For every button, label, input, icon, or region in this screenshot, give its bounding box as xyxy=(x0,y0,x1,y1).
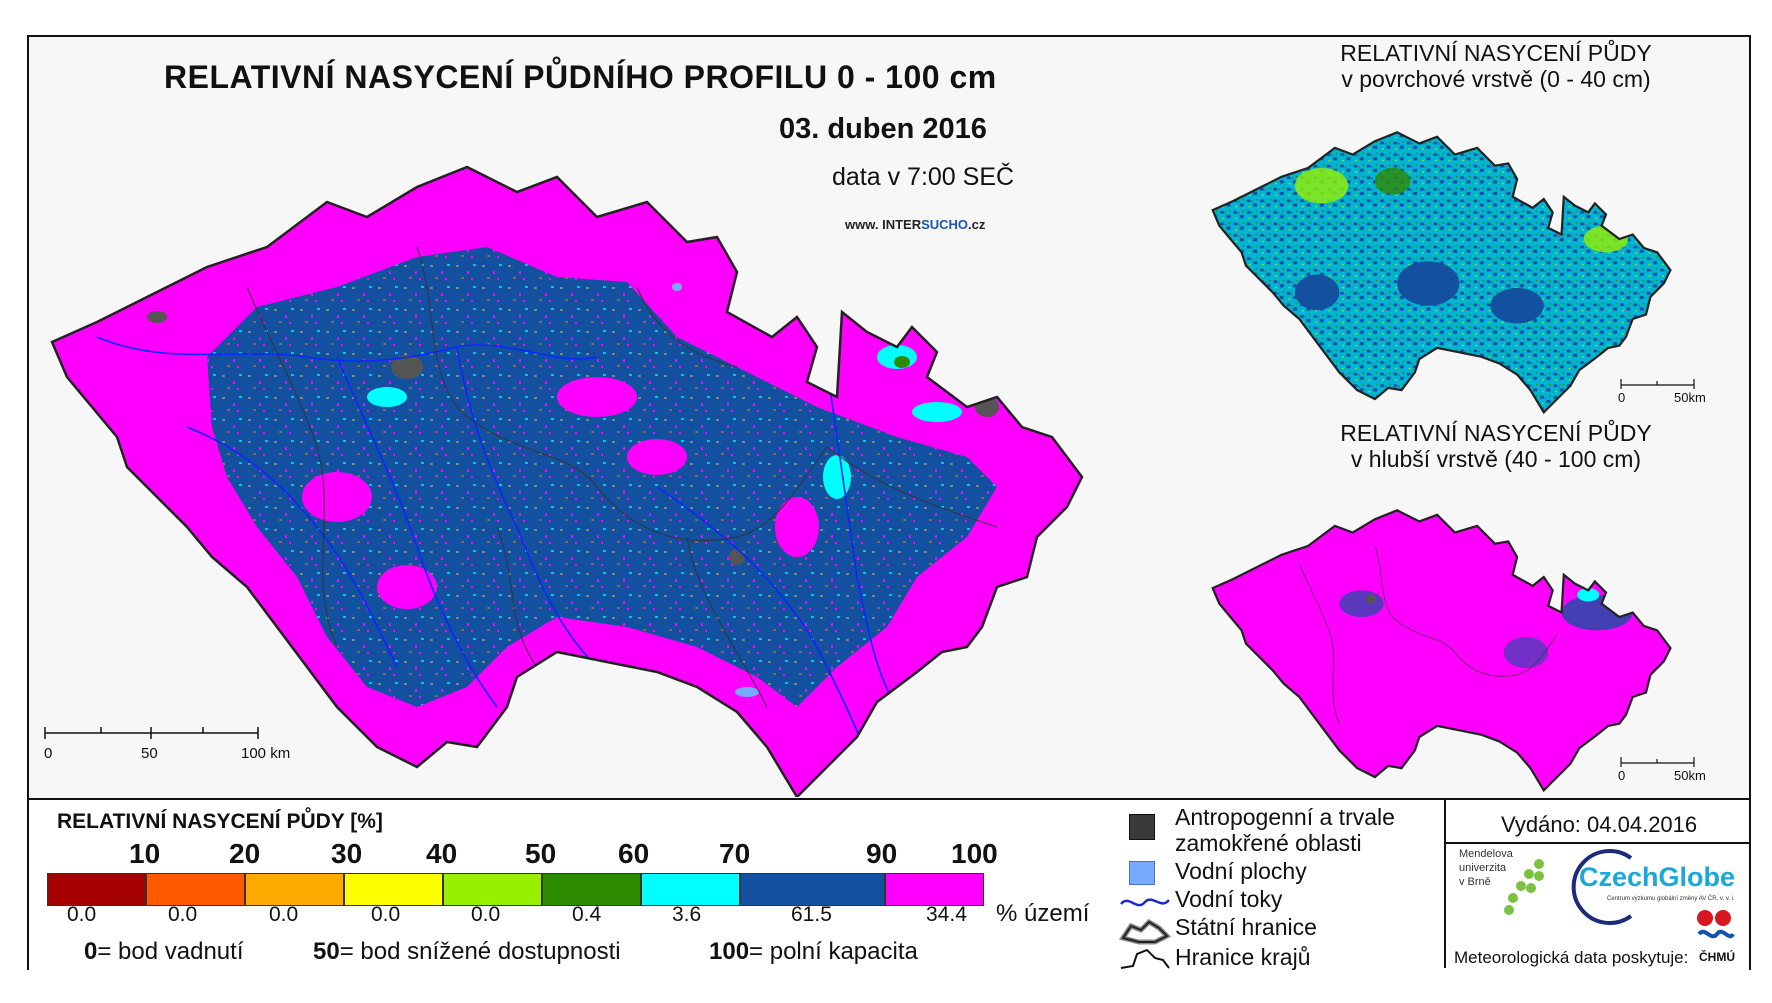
legend-tick: 10 xyxy=(129,838,161,869)
water-body-label: Vodní plochy xyxy=(1175,858,1307,884)
chmu-logo-icon xyxy=(1697,910,1735,939)
main-title: RELATIVNÍ NASYCENÍ PŮDNÍHO PROFILU 0 - 1… xyxy=(164,59,997,95)
state-border-icon xyxy=(1119,918,1171,945)
definition-text: = polní kapacita xyxy=(749,938,918,965)
legend-tick: 60 xyxy=(618,838,650,869)
issued-date: Vydáno: 04.04.2016 xyxy=(1501,812,1698,837)
main-scale-zero: 0 xyxy=(44,745,53,762)
legend-percent: 0.0 xyxy=(168,903,198,926)
data-time: data v 7:00 SEČ xyxy=(832,163,1015,191)
main-scale-end: 100 km xyxy=(241,745,291,762)
legend-swatch xyxy=(443,873,542,906)
mendelu-dots-icon xyxy=(1504,859,1544,915)
legend-tick: 90 xyxy=(866,838,898,869)
definition-value: 100 xyxy=(709,938,750,965)
lower-inset-title: RELATIVNÍ NASYCENÍ PŮDY v hlubší vrstvě … xyxy=(1340,420,1652,473)
upper-inset-surface-layer-map xyxy=(1211,131,1672,415)
definition-text: = bod snížené dostupnosti xyxy=(339,938,621,965)
credits-divider xyxy=(1444,800,1446,968)
legend-tick: 50 xyxy=(525,838,557,869)
state-border-label: Státní hranice xyxy=(1175,914,1317,940)
upper-inset-scale-bar xyxy=(1620,379,1695,389)
chmu-label: ČHMÚ xyxy=(1699,950,1735,964)
legend-swatch xyxy=(885,873,984,906)
lower-inset-scale-zero: 0 xyxy=(1618,768,1626,783)
river-icon xyxy=(1120,898,1170,907)
upper-inset-title: RELATIVNÍ NASYCENÍ PŮDY v povrchové vrst… xyxy=(1340,40,1652,93)
legend-tick: 100 xyxy=(951,838,998,869)
website-link[interactable]: www. INTERSUCHO.cz xyxy=(845,217,986,232)
issued-divider xyxy=(1444,842,1749,844)
czechglobe-arc-icon xyxy=(1571,849,1633,925)
lower-inset-scale-bar xyxy=(1620,757,1695,767)
anthropogenic-label: Antropogenní a trvale zamokřené oblasti xyxy=(1175,804,1395,857)
main-date: 03. duben 2016 xyxy=(779,113,987,145)
legend-swatch xyxy=(245,873,344,906)
definition-value: 0 xyxy=(84,938,98,965)
legend-panel: RELATIVNÍ NASYCENÍ PŮDY [%] 10 20 30 40 … xyxy=(29,798,1749,970)
region-border-label: Hranice krajů xyxy=(1175,944,1311,970)
upper-inset-scale-end: 50km xyxy=(1674,390,1706,405)
lower-inset-deep-layer-map xyxy=(1211,509,1672,793)
legend-percent: 0.0 xyxy=(371,903,401,926)
meteo-data-credit: Meteorologická data poskytuje: xyxy=(1454,948,1689,967)
legend-tick: 30 xyxy=(331,838,363,869)
legend-swatch xyxy=(641,873,740,906)
legend-swatch xyxy=(542,873,641,906)
legend-tick: 20 xyxy=(229,838,261,869)
lower-inset-scale-end: 50km xyxy=(1674,768,1706,783)
legend-percent: 0.0 xyxy=(67,903,97,926)
legend-unit: % území xyxy=(996,900,1090,927)
legend-percent: 34.4 xyxy=(926,903,967,926)
legend-percent: 0.0 xyxy=(269,903,299,926)
map-frame: RELATIVNÍ NASYCENÍ PŮDNÍHO PROFILU 0 - 1… xyxy=(27,35,1751,970)
legend-percent: 3.6 xyxy=(672,903,702,926)
water-body-swatch xyxy=(1129,861,1155,885)
legend-title: RELATIVNÍ NASYCENÍ PŮDY [%] xyxy=(57,810,383,833)
legend-swatch xyxy=(47,873,146,906)
main-scale-bar xyxy=(44,727,259,739)
legend-tick: 40 xyxy=(426,838,458,869)
legend-percent: 0.4 xyxy=(572,903,602,926)
river-label: Vodní toky xyxy=(1175,886,1283,912)
legend-percent: 61.5 xyxy=(791,903,832,926)
upper-inset-scale-zero: 0 xyxy=(1618,390,1626,405)
main-soil-saturation-map xyxy=(50,165,1084,797)
definition-text: = bod vadnutí xyxy=(97,938,244,965)
definition-value: 50 xyxy=(313,938,340,965)
anthropogenic-swatch xyxy=(1129,814,1155,840)
region-border-icon xyxy=(1120,948,1170,969)
main-scale-mid: 50 xyxy=(141,745,158,762)
legend-swatch xyxy=(344,873,443,906)
legend-swatch xyxy=(740,873,885,906)
legend-percent: 0.0 xyxy=(471,903,501,926)
legend-tick: 70 xyxy=(719,838,751,869)
legend-swatch xyxy=(146,873,245,906)
